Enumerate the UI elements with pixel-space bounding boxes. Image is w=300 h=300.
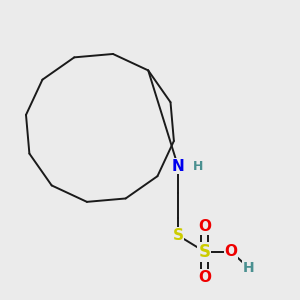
Text: O: O: [198, 270, 211, 285]
Text: H: H: [193, 160, 203, 173]
Text: N: N: [172, 159, 184, 174]
Text: H: H: [243, 261, 254, 275]
Text: O: O: [198, 219, 211, 234]
Text: S: S: [199, 243, 211, 261]
Text: S: S: [172, 228, 184, 243]
Text: O: O: [224, 244, 238, 259]
